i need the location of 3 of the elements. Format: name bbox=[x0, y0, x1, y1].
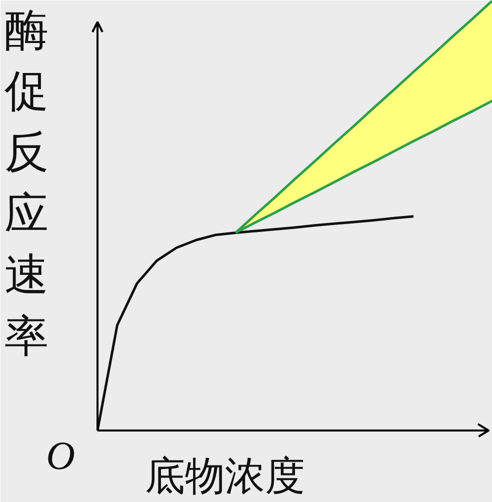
text: O bbox=[46, 432, 76, 478]
y-axis-title: 酶促反应速率 bbox=[4, 4, 49, 362]
x-axis-title: 底物浓度 bbox=[144, 453, 305, 500]
